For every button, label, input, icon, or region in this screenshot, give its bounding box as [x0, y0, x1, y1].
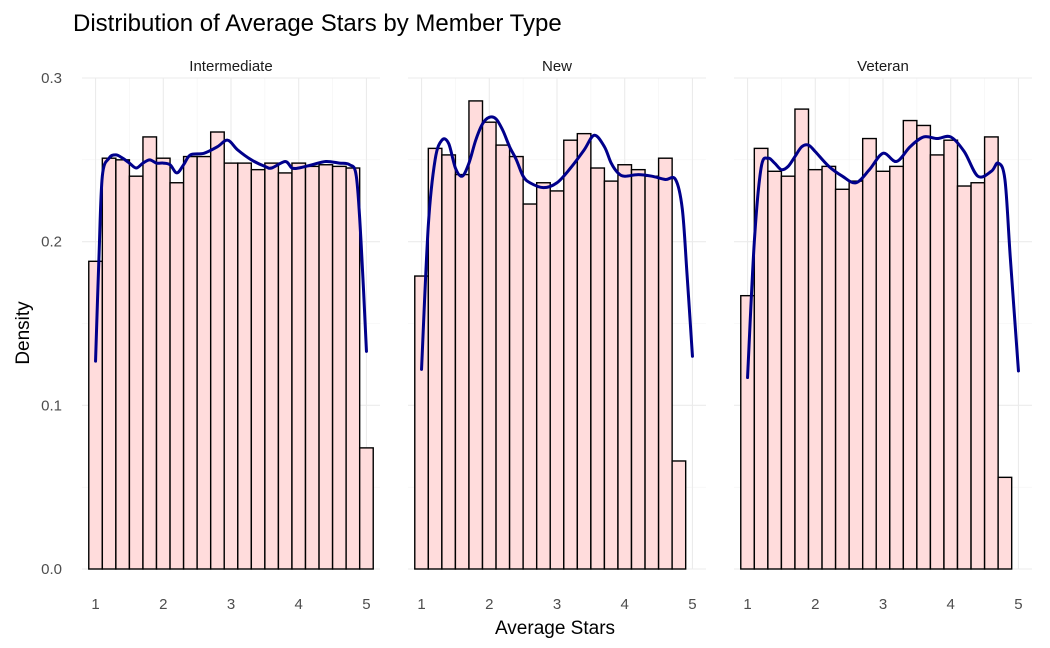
x-tick-label: 5	[688, 596, 696, 613]
histogram-bar	[522, 203, 538, 570]
histogram-bar	[861, 137, 877, 570]
x-tick-label: 3	[879, 596, 887, 613]
histogram-bar	[889, 165, 905, 570]
histogram-bar	[767, 170, 783, 570]
x-tick-label: 3	[227, 596, 235, 613]
facet-panels: Intermediate 1 2 3 4 5 New 1 2 3 4 5 Veteran 1 2 3 4 5	[82, 58, 1032, 613]
x-tick-label: 4	[947, 596, 955, 613]
histogram-bar	[318, 164, 334, 570]
histogram-bar	[495, 144, 511, 570]
histogram-bar	[169, 182, 185, 570]
histogram-bar	[237, 162, 253, 570]
histogram-bar	[644, 175, 660, 570]
histogram-bar	[902, 119, 918, 570]
panel-intermediate: Intermediate 1 2 3 4 5	[82, 58, 380, 613]
y-tick-label: 0.0	[41, 561, 62, 578]
histogram-bar	[345, 167, 361, 570]
x-tick-label: 5	[362, 596, 370, 613]
y-tick-label: 0.2	[41, 234, 62, 251]
x-tick-label: 4	[621, 596, 629, 613]
histogram-bar	[740, 294, 756, 570]
y-axis-title: Density	[13, 301, 34, 365]
histogram-bar	[603, 180, 619, 570]
x-tick-label: 3	[553, 596, 561, 613]
histogram-bar	[441, 154, 457, 570]
histogram-bar	[358, 447, 374, 570]
histogram-bar	[617, 164, 633, 570]
histogram-bar	[970, 182, 986, 570]
y-axis: 0.0 0.1 0.2 0.3	[41, 70, 62, 578]
histogram-bar	[983, 136, 999, 570]
histogram-bar	[834, 188, 850, 570]
x-tick-label: 2	[811, 596, 819, 613]
histogram-bar	[128, 175, 144, 570]
histogram-bar	[508, 155, 524, 570]
panel-new: New 1 2 3 4 5	[408, 58, 706, 613]
density-curve	[94, 138, 368, 363]
histogram-bar	[780, 175, 796, 570]
histogram-bar	[929, 154, 945, 570]
histogram-bar	[821, 165, 837, 570]
histogram-bar	[182, 155, 198, 570]
histogram-bar	[223, 162, 239, 570]
histogram-bar	[101, 157, 117, 570]
histogram-bar	[291, 162, 307, 570]
histogram-bar	[264, 162, 280, 570]
histogram-bar	[671, 460, 687, 570]
facet-label: Veteran	[857, 58, 909, 75]
histogram-bar	[875, 170, 891, 570]
facet-label: New	[542, 58, 572, 75]
histogram-bar	[304, 165, 320, 570]
x-tick-label: 2	[159, 596, 167, 613]
histogram-bar	[576, 132, 592, 570]
histogram-bar	[956, 185, 972, 570]
histogram-bar	[563, 139, 579, 570]
histogram-bar	[535, 182, 551, 570]
panel-veteran: Veteran 1 2 3 4 5	[734, 58, 1032, 613]
histogram-bar	[549, 190, 565, 570]
x-tick-label: 1	[417, 596, 425, 613]
x-tick-label: 4	[295, 596, 303, 613]
x-tick-label: 5	[1014, 596, 1022, 613]
y-tick-label: 0.1	[41, 397, 62, 414]
histogram-bar	[414, 275, 430, 570]
chart-title: Distribution of Average Stars by Member …	[73, 10, 562, 37]
histogram-bar	[209, 131, 225, 570]
histogram-bar	[331, 165, 347, 570]
histogram-bar	[88, 260, 104, 570]
histogram-bar	[590, 167, 606, 570]
histogram-bar	[142, 136, 158, 570]
histogram-bar	[916, 124, 932, 570]
histogram-bar	[155, 157, 171, 570]
histogram-bar	[468, 100, 484, 570]
histogram-bar	[481, 121, 497, 570]
x-tick-label: 1	[743, 596, 751, 613]
histogram-bar	[630, 168, 646, 570]
histogram-bar	[997, 476, 1013, 570]
histogram-bar	[196, 155, 212, 570]
histogram-bar	[794, 108, 810, 570]
histogram-bar	[807, 168, 823, 570]
density-curve	[746, 134, 1020, 380]
histogram-bar	[277, 172, 293, 570]
y-tick-label: 0.3	[41, 70, 62, 87]
facet-label: Intermediate	[189, 58, 272, 75]
histogram-bar	[943, 139, 959, 570]
histogram-bar	[115, 159, 131, 570]
x-axis-title: Average Stars	[495, 618, 615, 639]
x-tick-label: 2	[485, 596, 493, 613]
histogram-bar	[454, 173, 470, 570]
histogram-bar	[250, 168, 266, 570]
histogram-bar	[848, 180, 864, 570]
x-tick-label: 1	[91, 596, 99, 613]
density-curve	[420, 115, 694, 371]
histogram-bar	[657, 157, 673, 570]
